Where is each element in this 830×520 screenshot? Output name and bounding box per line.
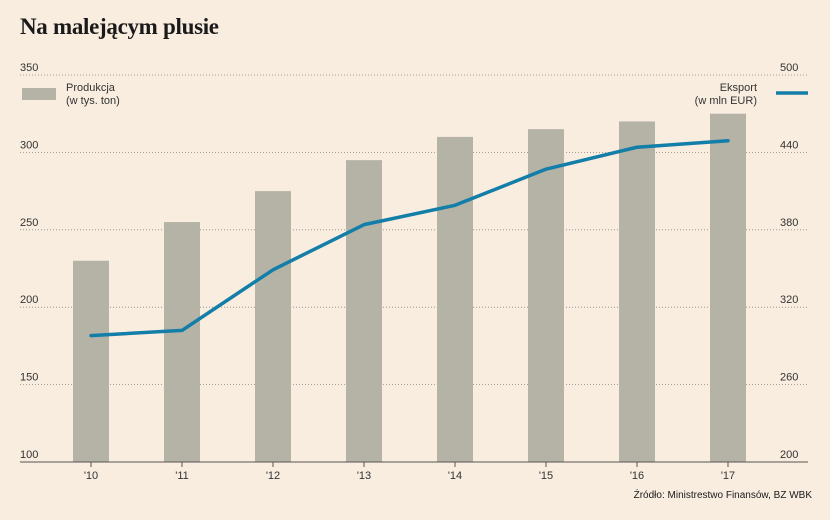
line-layer [89,139,730,338]
legend-label-produkcja: Produkcja [66,82,116,94]
x-tick-label: '14 [448,470,462,482]
grid-layer [20,74,808,386]
bar-produkcja [73,260,109,462]
y-left-tick-label: 300 [20,139,38,151]
y-left-tick-label: 150 [20,372,38,384]
source-note: Źródło: Ministrestwo Finansów, BZ WBK [633,490,812,501]
x-tick-label: '13 [357,470,371,482]
x-tick-label: '12 [266,470,280,482]
y-left-tick-label: 200 [20,294,38,306]
y-left-tick-label: 250 [20,217,38,229]
bar-produkcja [528,129,564,462]
bar-layer [73,113,746,463]
legend-label-eksport: Eksport [720,82,757,94]
legend-layer: Produkcja (w tys. ton) Eksport (w mln EU… [22,82,808,107]
x-tick-label: '17 [721,470,735,482]
x-tick-label: '11 [175,470,189,482]
bar-produkcja [255,191,291,462]
chart-title: Na malejącym plusie [20,14,219,39]
y-left-tick-label: 100 [20,449,38,461]
y-right-tick-label: 380 [780,217,798,229]
y-right-tick-label: 320 [780,294,798,306]
x-tick-label: '16 [630,470,644,482]
bar-produkcja [346,160,382,462]
axis-layer: 100 150 200 250 300 350 200 260 320 380 440 500 '10 '… [20,62,808,482]
y-right-tick-label: 260 [780,372,798,384]
legend-unit-eksport: (w mln EUR) [695,95,757,107]
y-left-tick-label: 350 [20,62,38,74]
x-tick-label: '10 [84,470,98,482]
bar-produkcja [164,222,200,462]
bar-produkcja [710,113,746,462]
line-eksport [89,139,730,338]
legend-swatch-produkcja [22,88,56,100]
x-tick-label: '15 [539,470,553,482]
bar-produkcja [619,121,655,462]
y-right-tick-label: 200 [780,449,798,461]
y-right-tick-label: 440 [780,139,798,151]
legend-unit-produkcja: (w tys. ton) [66,95,120,107]
bar-produkcja [437,136,473,463]
y-right-tick-label: 500 [780,62,798,74]
